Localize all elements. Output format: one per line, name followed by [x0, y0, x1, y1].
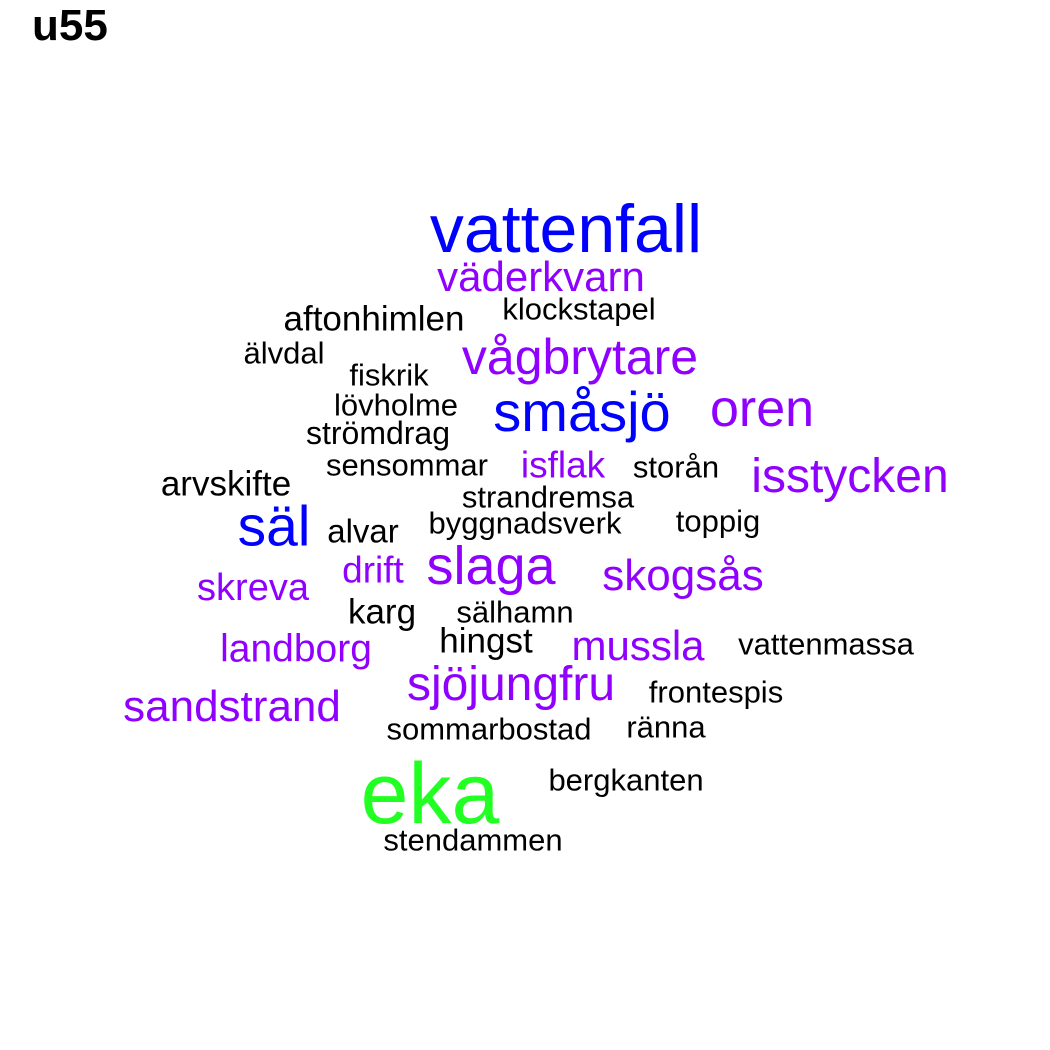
word-slaga: slaga: [426, 536, 556, 596]
word-strandremsa: strandremsa: [461, 479, 635, 515]
word-eka: eka: [360, 746, 500, 842]
word-karg: karg: [347, 592, 417, 632]
word-bergkanten: bergkanten: [548, 762, 704, 798]
word-smasjo: småsjö: [493, 380, 671, 443]
word-ranna: ränna: [626, 709, 706, 745]
word-byggnadsverk: byggnadsverk: [428, 505, 622, 541]
page-title: u55: [32, 1, 108, 50]
word-arvskifte: arvskifte: [160, 464, 292, 504]
word-toppig: toppig: [675, 503, 761, 539]
word-vagbrytare: vågbrytare: [461, 329, 699, 385]
word-isstycken: isstycken: [751, 450, 949, 503]
word-aftonhimlen: aftonhimlen: [283, 299, 465, 339]
word-sandstrand: sandstrand: [123, 682, 341, 731]
word-skogsas: skogsås: [602, 551, 764, 600]
word-alvar: alvar: [327, 512, 399, 550]
word-vattenmassa: vattenmassa: [738, 626, 914, 662]
word-vattenfall: vattenfall: [429, 191, 703, 267]
word-landborg: landborg: [220, 627, 372, 671]
word-frontespis: frontespis: [648, 674, 784, 710]
word-klockstapel: klockstapel: [502, 291, 656, 327]
word-isflak: isflak: [520, 444, 606, 486]
word-sjojungfru: sjöjungfru: [406, 658, 616, 711]
word-salhamn: sälhamn: [456, 594, 574, 630]
word-fiskrik: fiskrik: [349, 357, 429, 393]
word-sommarbostad: sommarbostad: [386, 711, 592, 747]
word-lovholme: lövholme: [333, 387, 459, 423]
word-mussla: mussla: [571, 622, 705, 669]
word-alvdal: älvdal: [243, 335, 325, 371]
word-oren: oren: [709, 380, 815, 438]
word-sensommar: sensommar: [326, 447, 488, 483]
word-stendammen: stendammen: [383, 822, 563, 858]
word-hingst: hingst: [439, 621, 533, 661]
word-drift: drift: [342, 549, 404, 591]
word-stromdrag: strömdrag: [305, 415, 451, 451]
word-vaderkvarn: väderkvarn: [437, 253, 645, 300]
word-sal: säl: [237, 494, 311, 559]
word-storan: storån: [632, 449, 720, 485]
word-skreva: skreva: [197, 567, 309, 609]
